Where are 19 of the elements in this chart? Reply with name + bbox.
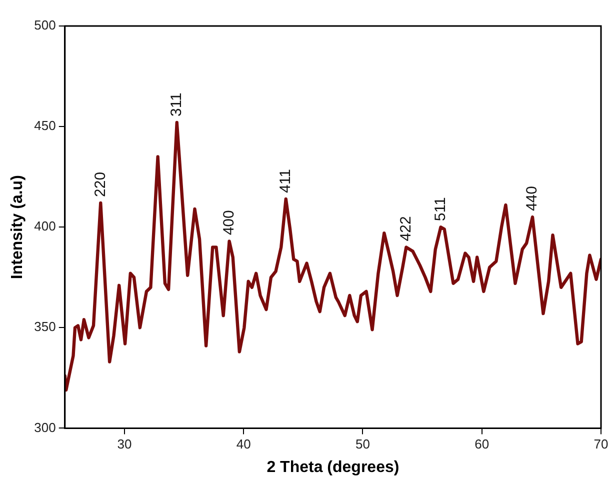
annotation: 440 (524, 186, 541, 212)
x-tick-label: 40 (236, 436, 251, 452)
x-tick-label: 70 (594, 436, 608, 452)
y-tick-label: 350 (34, 319, 56, 334)
x-tick-label: 50 (355, 436, 370, 452)
x-tick-label: 60 (474, 436, 490, 452)
x-axis-title: 2 Theta (degrees) (266, 458, 400, 476)
y-tick-label: 500 (34, 18, 56, 33)
y-axis-title: Intensity (a.u) (9, 175, 26, 280)
annotation: 422 (397, 216, 414, 242)
annotation: 311 (168, 92, 186, 117)
y-tick-label: 300 (34, 420, 56, 435)
annotation: 411 (277, 169, 294, 193)
annotation: 220 (92, 172, 109, 197)
x-tick-label: 30 (117, 436, 132, 452)
annotation: 400 (220, 210, 238, 236)
y-tick-label: 400 (34, 218, 56, 234)
annotation: 511 (432, 197, 449, 222)
y-tick-label: 450 (34, 118, 56, 134)
